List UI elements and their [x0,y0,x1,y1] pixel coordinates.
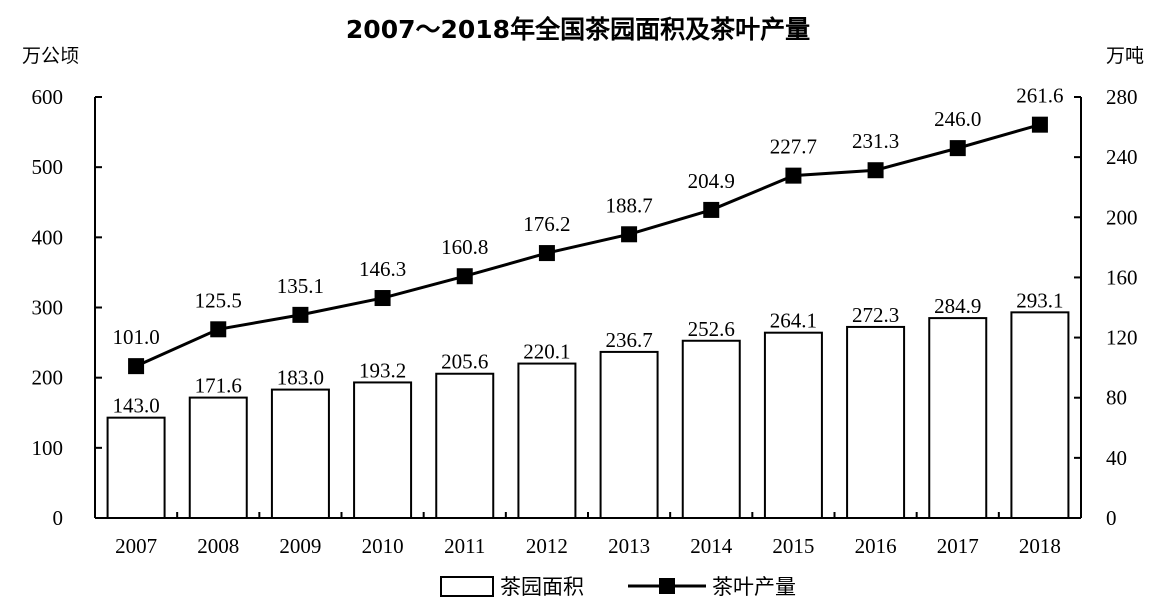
production-point-2015 [785,167,802,184]
bar-2009 [270,388,330,519]
production-point-2016 [867,162,884,179]
bar-2014 [681,339,741,519]
x-tick-label-2018: 2018 [1019,534,1061,558]
left-tick-label-600: 600 [32,85,64,109]
production-point-2008 [210,321,227,338]
bar-label-2013: 236.7 [605,328,652,352]
bar-label-2007: 143.0 [112,394,159,418]
left-tick-label-400: 400 [32,225,64,249]
x-tick-label-2009: 2009 [279,534,321,558]
bar-2007 [106,416,166,519]
production-point-2010 [374,290,391,307]
bar-label-2010: 193.2 [359,358,406,382]
bar-label-2012: 220.1 [523,340,570,364]
production-point-2018 [1031,116,1048,133]
bar-label-2009: 183.0 [277,366,324,390]
bar-2010 [353,381,413,519]
x-tick-label-2016: 2016 [855,534,897,558]
production-label-2017: 246.0 [934,107,981,131]
bar-label-2018: 293.1 [1016,288,1063,312]
x-tick-label-2013: 2013 [608,534,650,558]
left-tick-label-0: 0 [53,506,64,530]
x-tick-label-2010: 2010 [362,534,404,558]
right-tick-label-200: 200 [1106,205,1138,229]
x-tick-label-2012: 2012 [526,534,568,558]
x-tick-label-2008: 2008 [197,534,239,558]
x-axis-ticks: 2007 2008 2009 2010 2011 2012 2013 2014 2015 2016… [94,512,1082,558]
production-label-2010: 146.3 [359,257,406,281]
bar-2018 [1010,311,1070,519]
production-label-2013: 188.7 [605,193,652,217]
legend: 茶园面积 茶叶产量 [440,575,796,599]
chart-title: 2007～2018年全国茶园面积及茶叶产量 [346,15,810,44]
right-tick-label-160: 160 [1106,265,1138,289]
left-tick-label-300: 300 [32,296,64,320]
production-line [135,123,1041,368]
bar-label-2015: 264.1 [770,309,817,333]
bar-2013 [599,350,659,519]
x-tick-label-2007: 2007 [115,534,157,558]
production-label-2008: 125.5 [195,288,242,312]
production-label-2015: 227.7 [770,135,817,159]
bar-2011 [435,372,495,519]
right-tick-label-40: 40 [1106,446,1127,470]
right-tick-label-280: 280 [1106,85,1138,109]
production-point-2011 [456,268,473,285]
bar-2015 [763,331,823,519]
x-tick-label-2017: 2017 [937,534,979,558]
bar-label-2014: 252.6 [688,317,735,341]
bar-label-2017: 284.9 [934,294,981,318]
right-tick-label-240: 240 [1106,145,1138,169]
production-point-2007 [128,358,145,375]
production-point-2014 [703,201,720,218]
bar-2017 [928,317,988,519]
x-tick-label-2011: 2011 [444,534,485,558]
production-label-2007: 101.0 [112,325,159,349]
bar-label-2008: 171.6 [195,374,242,398]
production-label-2016: 231.3 [852,129,899,153]
x-tick-label-2014: 2014 [690,534,733,558]
legend-label-production: 茶叶产量 [712,575,796,599]
bar-2012 [517,362,577,519]
left-tick-label-200: 200 [32,366,64,390]
production-point-2012 [538,245,555,262]
production-label-2012: 176.2 [523,212,570,236]
right-tick-label-0: 0 [1106,506,1117,530]
left-axis-unit: 万公顷 [22,45,79,67]
production-label-2009: 135.1 [277,274,324,298]
production-point-2009 [292,306,309,323]
production-point-2017 [949,140,966,157]
line-series-production: 101.0 125.5 135.1 146.3 160.8 176.2 188.7 204.9… [112,84,1064,375]
bar-2016 [846,325,906,519]
right-tick-label-120: 120 [1106,326,1138,350]
left-tick-label-500: 500 [32,155,64,179]
right-axis-ticks: 0 40 80 120 160 200 240 280 [1074,85,1138,530]
left-tick-label-100: 100 [32,436,64,460]
left-axis-ticks: 0 100 200 300 400 500 600 [32,85,102,530]
legend-swatch-area [440,576,494,597]
right-axis-unit: 万吨 [1106,45,1144,67]
bar-label-2016: 272.3 [852,303,899,327]
production-label-2011: 160.8 [441,235,488,259]
bar-label-2011: 205.6 [441,350,488,374]
production-label-2018: 261.6 [1016,84,1063,108]
legend-swatch-production-marker [659,578,675,594]
production-label-2014: 204.9 [688,169,735,193]
x-tick-label-2015: 2015 [772,534,814,558]
right-tick-label-80: 80 [1106,386,1127,410]
production-point-2013 [621,226,638,243]
bar-series-area: 143.0 171.6 183.0 193.2 205.6 220.1 236.7 252.6… [106,288,1070,519]
legend-label-area: 茶园面积 [500,575,584,599]
bar-2008 [188,396,248,519]
